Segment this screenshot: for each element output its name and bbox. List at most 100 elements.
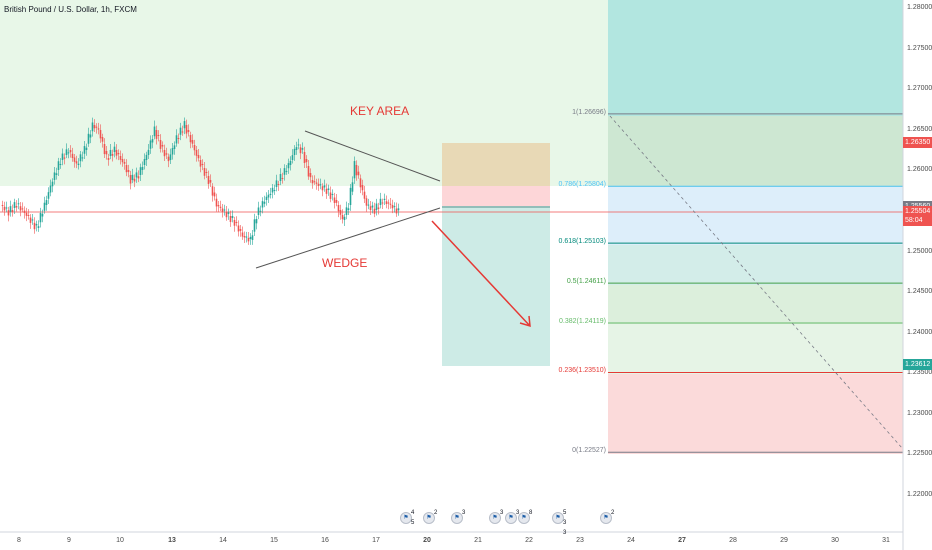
candle-body	[319, 184, 322, 186]
fib-level-label: 0.236(1.23510)	[558, 367, 606, 375]
flag-icon[interactable]: ⚑ 4 5	[400, 510, 414, 526]
candle-body	[31, 219, 34, 221]
event-count: 3	[516, 510, 520, 516]
flag-icon[interactable]: ⚑ 3	[451, 510, 465, 524]
fib-trend-line	[609, 115, 903, 449]
fib-band-0382	[608, 324, 903, 374]
candle-body	[175, 135, 178, 144]
candle-body	[9, 206, 12, 212]
event-count: 2	[611, 510, 615, 516]
flag-icon[interactable]: ⚑ 3	[505, 510, 519, 524]
candle-body	[261, 201, 264, 208]
candle-body	[329, 192, 332, 199]
candle-body	[271, 187, 274, 193]
candle-body	[291, 155, 294, 160]
candle-body	[241, 232, 244, 237]
candle-body	[299, 147, 302, 154]
candle-body	[79, 154, 82, 162]
price-tag: 1.23612	[903, 359, 932, 371]
candle-body	[395, 208, 398, 214]
candle-body	[197, 155, 200, 159]
candle-body	[255, 218, 258, 224]
candle-body	[53, 172, 56, 180]
fib-band-0786	[608, 187, 903, 245]
candle-body	[387, 202, 390, 204]
time-tick-label: 15	[270, 537, 278, 544]
candle-body	[111, 154, 114, 156]
flag-icon[interactable]: ⚑ 5 3 3	[552, 510, 566, 536]
candle-body	[187, 130, 190, 133]
candle-body	[323, 185, 326, 188]
candle-body	[273, 189, 276, 191]
candle-body	[133, 178, 136, 182]
candle-body	[285, 170, 288, 172]
candle-body	[355, 165, 358, 176]
candle-body	[145, 154, 148, 160]
candle-body	[93, 125, 96, 129]
price-tick-label: 1.24500	[907, 288, 932, 296]
candle-body	[67, 152, 70, 154]
candle-body	[83, 146, 86, 154]
candle-body	[231, 216, 234, 218]
candle-body	[375, 203, 378, 210]
candle-body	[101, 137, 104, 142]
flag-icon[interactable]: ⚑ 8	[518, 510, 532, 524]
candle-body	[225, 212, 228, 218]
candle-body	[263, 201, 266, 204]
time-tick-label: 28	[729, 537, 737, 544]
candle-body	[139, 167, 142, 175]
candle-body	[183, 121, 186, 129]
candle-body	[249, 236, 252, 239]
candle-body	[131, 174, 134, 180]
candle-body	[217, 205, 220, 207]
candle-body	[313, 181, 316, 183]
candle-body	[11, 210, 14, 212]
candle-body	[97, 128, 100, 130]
candle-body	[47, 192, 50, 199]
candle-body	[181, 131, 184, 133]
flag-icon[interactable]: ⚑ 2	[423, 510, 437, 524]
symbol-title: British Pound / U.S. Dollar, 1h, FXCM	[4, 5, 137, 14]
time-tick-label: 20	[423, 537, 431, 544]
price-tick-label: 1.23000	[907, 409, 932, 417]
time-tick-label: 22	[525, 537, 533, 544]
candle-body	[343, 216, 346, 220]
price-tick-label: 1.28000	[907, 4, 932, 11]
candle-body	[209, 180, 212, 183]
candle-body	[147, 149, 150, 155]
candle-body	[307, 166, 310, 177]
time-tick-label: 16	[321, 537, 329, 544]
candle-body	[251, 235, 254, 240]
projection-arrow	[431, 220, 531, 327]
candle-body	[81, 157, 84, 159]
candle-body	[371, 205, 374, 208]
event-count: 3	[462, 510, 466, 516]
price-tick-label: 1.24000	[907, 328, 932, 336]
candle-body	[189, 135, 192, 143]
trade-entry-zone	[442, 186, 550, 208]
fib-level-label: 0.382(1.24119)	[559, 318, 606, 325]
price-tick-label: 1.26000	[907, 166, 932, 174]
price-tick-label: 1.27000	[907, 85, 932, 93]
wedge-lower-line	[255, 207, 441, 269]
flag-icon[interactable]: ⚑ 2	[600, 510, 614, 524]
candle-body	[125, 165, 128, 173]
candle-body	[123, 162, 126, 164]
wedge-label: WEDGE	[322, 256, 368, 270]
candle-body	[235, 222, 238, 223]
price-tag: 1.25504	[903, 205, 932, 217]
candle-body	[37, 226, 40, 228]
candle-body	[365, 198, 368, 206]
candle-body	[13, 202, 16, 208]
candle-body	[179, 127, 182, 135]
candle-body	[5, 207, 8, 209]
candle-body	[339, 210, 342, 215]
candle-body	[109, 150, 112, 156]
time-tick-label: 29	[780, 537, 788, 544]
candle-body	[115, 150, 118, 156]
candle-body	[45, 200, 48, 205]
candle-body	[91, 122, 94, 132]
flag-icon[interactable]: ⚑ 3	[489, 510, 503, 524]
candle-body	[233, 220, 236, 226]
